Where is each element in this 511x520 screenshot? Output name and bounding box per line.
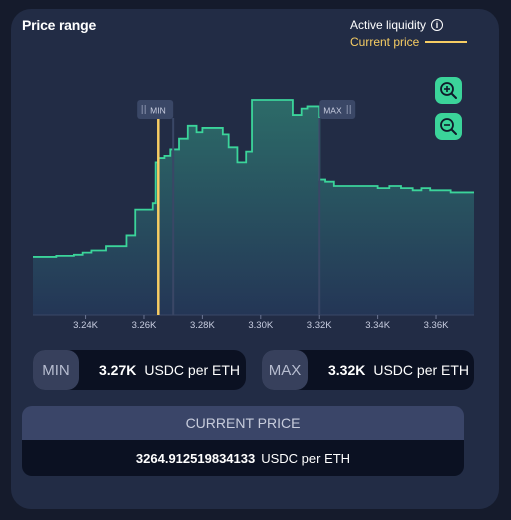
min-unit: USDC per ETH <box>144 362 241 378</box>
min-value: 3.27K <box>99 362 137 378</box>
liquidity-area <box>33 100 474 315</box>
max-handle[interactable]: MAX <box>319 100 356 119</box>
max-label: MAX <box>262 350 308 390</box>
zoom-in-icon <box>440 82 457 99</box>
zoom-in-button[interactable] <box>435 77 462 104</box>
min-range-box[interactable]: MIN 3.27K USDC per ETH <box>33 350 246 390</box>
x-tick-label: 3.24K <box>73 320 98 331</box>
max-handle-label: MAX <box>323 106 342 116</box>
liquidity-chart: 3.24K 3.26K 3.28K 3.30K 3.32K 3.34K 3.36K MIN M… <box>33 99 474 331</box>
max-range-box[interactable]: MAX 3.32K USDC per ETH <box>262 350 474 390</box>
current-price-value: 3264.912519834133 <box>135 450 256 466</box>
legend-current-price: Current price <box>350 35 468 49</box>
min-handle-bg <box>137 100 174 119</box>
x-tick-label: 3.32K <box>307 320 332 331</box>
x-tick-label: 3.26K <box>132 320 157 331</box>
current-price-button[interactable]: CURRENT PRICE <box>22 406 464 440</box>
x-tick-label: 3.30K <box>248 320 273 331</box>
zoom-out-button[interactable] <box>435 113 462 140</box>
legend-current-label: Current price <box>350 35 420 49</box>
current-price-value-box: 3264.912519834133 USDC per ETH <box>22 440 464 476</box>
current-price-unit: USDC per ETH <box>261 450 351 466</box>
max-handle-bg <box>319 100 356 119</box>
x-tick-label: 3.28K <box>190 320 215 331</box>
page-title: Price range <box>22 17 97 33</box>
max-value: 3.32K <box>328 362 366 378</box>
max-unit: USDC per ETH <box>373 362 470 378</box>
min-handle-label: MIN <box>150 106 166 116</box>
info-icon[interactable]: i <box>431 19 444 31</box>
x-tick-label: 3.36K <box>424 320 449 331</box>
x-tick-label: 3.34K <box>365 320 390 331</box>
legend-active-label: Active liquidity <box>350 18 427 32</box>
liquidity-line <box>33 99 474 258</box>
legend-active-liquidity: Active liquidity i <box>350 18 444 32</box>
zoom-out-icon <box>440 118 457 135</box>
min-label: MIN <box>33 350 79 390</box>
legend-current-line <box>425 41 468 43</box>
min-handle[interactable]: MIN <box>137 100 174 119</box>
